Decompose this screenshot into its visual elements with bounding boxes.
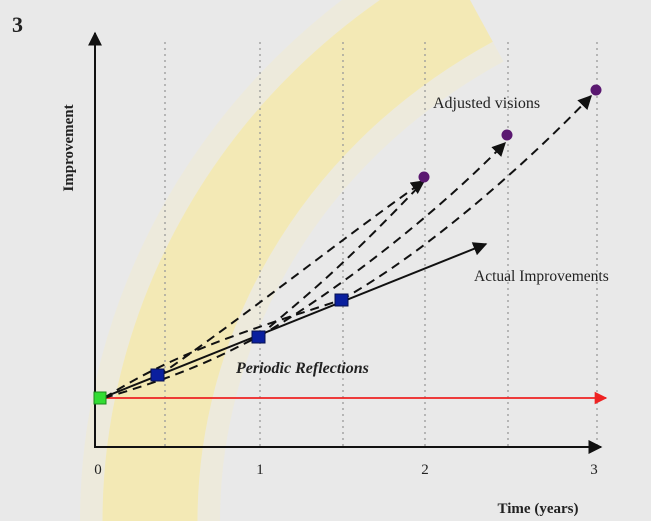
x-tick-label: 0	[94, 462, 102, 478]
reflection-curve-2	[103, 336, 259, 399]
reflection-marker	[251, 330, 266, 344]
vision-arrow-2	[257, 141, 506, 338]
vision-arrow-1	[157, 180, 426, 377]
background-highlight-band-glow	[80, 0, 505, 521]
start-marker	[93, 391, 107, 405]
actual-improvements-arrow	[101, 242, 488, 399]
slide-number: 3	[12, 12, 23, 37]
x-tick-label: 2	[421, 462, 429, 478]
y-axis-label: Improvement	[61, 104, 77, 191]
reflection-marker	[334, 293, 349, 307]
vision-marker	[418, 171, 430, 183]
x-tick-label: 1	[256, 462, 264, 478]
background-highlight-band	[102, 0, 493, 521]
adjusted-visions-label: Adjusted visions	[433, 95, 540, 112]
x-axis-label: Time (years)	[498, 501, 579, 517]
reflection-marker	[150, 368, 165, 382]
actual-improvements-label: Actual Improvements	[474, 268, 609, 285]
reflection-curve-1	[103, 299, 342, 399]
x-tick-label: 3	[590, 462, 598, 478]
periodic-reflections-label: Periodic Reflections	[235, 360, 369, 377]
vision-marker	[501, 129, 513, 141]
vision-arrow-3	[340, 94, 592, 301]
vision-arrows	[103, 94, 592, 399]
vision-marker	[590, 84, 602, 96]
reflection-curve-3	[257, 180, 425, 338]
gridlines	[164, 42, 598, 447]
